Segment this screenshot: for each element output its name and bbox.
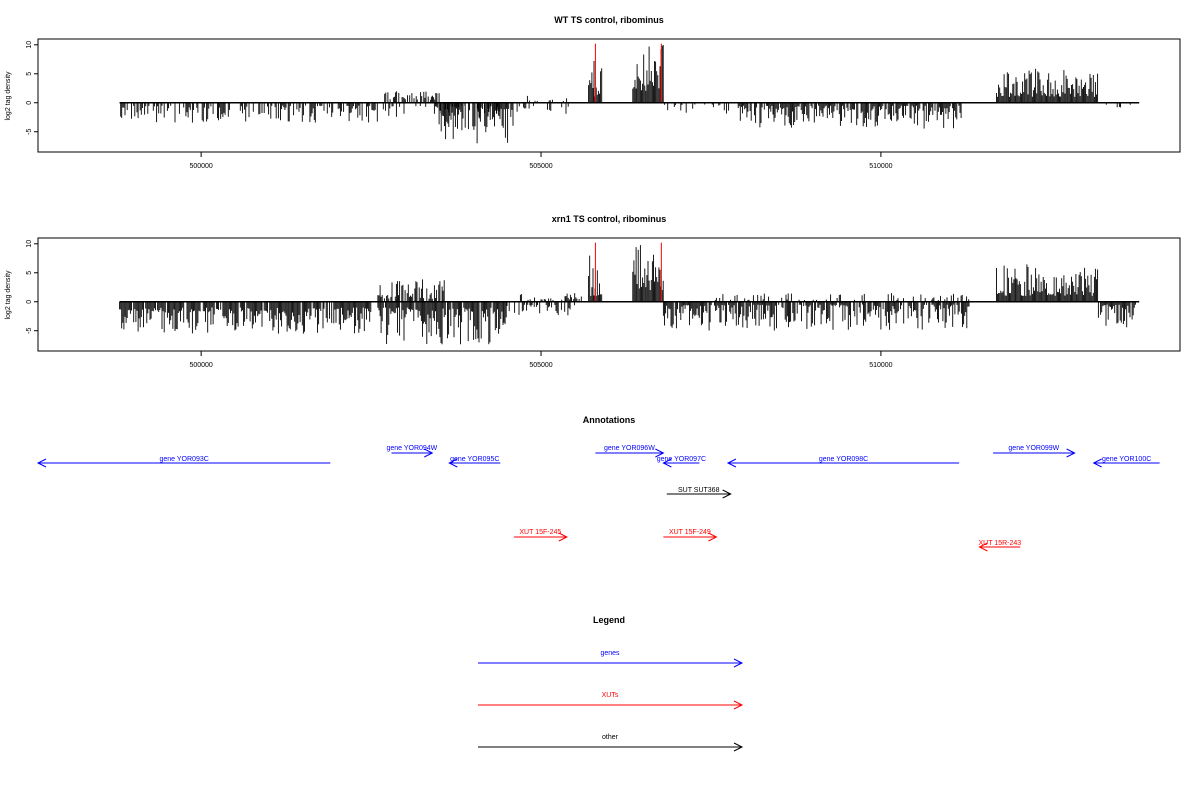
arrowhead <box>978 542 988 552</box>
legend-panel: Legend genes XUTs other <box>478 615 744 752</box>
arrowhead <box>733 700 744 710</box>
y-tick-label: 0 <box>26 101 33 105</box>
annotation-label: gene YOR095C <box>450 456 499 463</box>
peak-markers <box>594 43 662 103</box>
annotation-label: gene YOR099W <box>1008 445 1059 452</box>
y-axis-label: log2 tag density <box>5 270 12 320</box>
annotation-feature: gene YOR094W <box>386 445 438 458</box>
annotation-label: XUT 15R-243 <box>979 540 1022 547</box>
arrowhead <box>722 489 732 499</box>
signal-bars <box>120 45 1131 144</box>
signal-bars <box>119 245 1136 345</box>
annotation-feature: XUT 15F-249 <box>663 529 718 542</box>
xrn1-chart-panel: xrn1 TS control, ribominus log2 tag dens… <box>5 214 1181 369</box>
annotation-feature: gene YOR100C <box>1092 456 1160 468</box>
legend-item: XUTs <box>478 692 744 710</box>
annotation-label: gene YOR097C <box>657 456 706 463</box>
y-axis-label: log2 tag density <box>5 71 12 121</box>
y-tick-label: -5 <box>26 129 33 135</box>
arrowhead <box>708 532 718 542</box>
chart-title: xrn1 TS control, ribominus <box>552 214 667 224</box>
y-axis: -5 0 5 10 <box>26 240 38 334</box>
legend-items: genes XUTs other <box>478 650 744 752</box>
peak-markers <box>594 242 662 302</box>
x-tick-label: 500000 <box>189 362 212 369</box>
annotation-feature: gene YOR098C <box>726 456 960 468</box>
x-tick-label: 505000 <box>529 362 552 369</box>
arrowhead <box>1066 448 1076 458</box>
annotation-feature: gene YOR095C <box>448 456 501 468</box>
y-tick-label: 10 <box>26 41 33 49</box>
legend-label: other <box>602 734 619 741</box>
arrowhead <box>655 448 665 458</box>
y-tick-label: -5 <box>26 328 33 334</box>
x-tick-label: 500000 <box>189 163 212 170</box>
arrowhead <box>558 532 568 542</box>
annotation-label: gene YOR094W <box>386 445 437 452</box>
legend-item: other <box>478 734 744 752</box>
annotation-feature: SUT SUT368 <box>666 487 732 499</box>
arrowhead <box>662 458 672 468</box>
annotation-feature: gene YOR099W <box>993 445 1076 458</box>
arrowhead <box>36 458 47 468</box>
wt-chart-panel: WT TS control, ribominus log2 tag densit… <box>5 15 1181 170</box>
annotation-feature: gene YOR093C <box>36 456 331 468</box>
y-tick-label: 5 <box>26 271 33 275</box>
annotation-label: gene YOR096W <box>604 445 655 452</box>
annotation-label: gene YOR098C <box>819 456 868 463</box>
annotation-label: gene YOR093C <box>160 456 209 463</box>
legend-item: genes <box>478 650 744 668</box>
annotation-label: XUT 15F-245 <box>519 529 561 536</box>
plot-frame <box>37 38 1181 153</box>
annotation-tracks: gene YOR093C gene YOR094W gene YOR095C gene… <box>36 445 1160 552</box>
y-tick-label: 0 <box>26 300 33 304</box>
arrowhead <box>733 658 744 668</box>
legend-label: genes <box>600 650 620 657</box>
y-tick-label: 5 <box>26 72 33 76</box>
x-tick-label: 510000 <box>869 362 892 369</box>
x-tick-label: 505000 <box>529 163 552 170</box>
x-axis: 500000 505000 510000 <box>189 351 893 369</box>
annotation-label: SUT SUT368 <box>678 487 720 494</box>
annotation-feature: XUT 15F-245 <box>513 529 568 542</box>
annotations-title: Annotations <box>583 415 636 425</box>
arrowhead <box>448 458 458 468</box>
y-axis: -5 0 5 10 <box>26 41 38 135</box>
arrowhead <box>726 458 737 468</box>
plot-frame <box>37 237 1181 352</box>
annotation-feature: gene YOR096W <box>595 445 665 458</box>
y-tick-label: 10 <box>26 240 33 248</box>
arrowhead <box>1092 458 1102 468</box>
arrowhead <box>424 448 434 458</box>
x-tick-label: 510000 <box>869 163 892 170</box>
annotation-label: gene YOR100C <box>1102 456 1151 463</box>
annotation-feature: XUT 15R-243 <box>978 540 1022 552</box>
chart-title: WT TS control, ribominus <box>554 15 664 25</box>
annotation-label: XUT 15F-249 <box>669 529 711 536</box>
annotation-feature: gene YOR097C <box>657 456 706 468</box>
arrowhead <box>733 742 744 752</box>
legend-label: XUTs <box>602 692 619 699</box>
legend-title: Legend <box>593 615 625 625</box>
x-axis: 500000 505000 510000 <box>189 152 893 170</box>
